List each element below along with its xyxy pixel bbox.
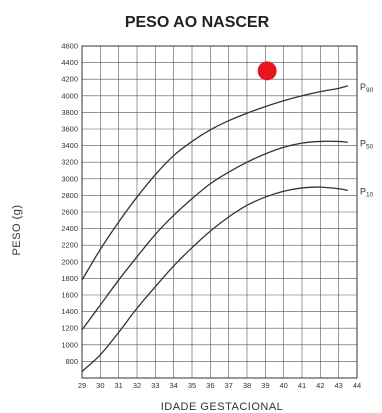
x-tick-label: 35 xyxy=(188,381,196,390)
x-tick-label: 42 xyxy=(316,381,324,390)
y-tick-label: 800 xyxy=(65,357,78,366)
y-tick-label: 2800 xyxy=(61,191,78,200)
x-tick-label: 32 xyxy=(133,381,141,390)
x-tick-label: 44 xyxy=(353,381,361,390)
y-tick-label: 1000 xyxy=(61,340,78,349)
x-tick-label: 36 xyxy=(206,381,214,390)
x-tick-label: 38 xyxy=(243,381,251,390)
curve-p90 xyxy=(81,85,349,281)
x-axis-label: IDADE GESTACIONAL xyxy=(161,401,284,413)
data-marker xyxy=(257,61,277,81)
y-tick-label: 2200 xyxy=(61,241,78,250)
curve-p50 xyxy=(81,140,348,331)
y-tick-label: 3800 xyxy=(61,108,78,117)
percentile-curves xyxy=(81,85,349,372)
y-tick-label: 4600 xyxy=(61,42,78,51)
x-tick-label: 39 xyxy=(261,381,269,390)
x-tick-labels: 29 30 31 32 33 34 35 36 37 38 39 40 41 42 43 44 xyxy=(78,381,361,390)
y-tick-label: 4200 xyxy=(61,75,78,84)
y-tick-label: 2400 xyxy=(61,224,78,233)
y-axis-label: PESO (g) xyxy=(11,204,23,255)
y-tick-label: 3400 xyxy=(61,141,78,150)
plot-frame xyxy=(81,45,358,379)
curve-label-p50: P50 xyxy=(360,138,374,150)
y-tick-label: 2600 xyxy=(61,208,78,217)
y-tick-label: 2000 xyxy=(61,257,78,266)
data-marker-layer xyxy=(257,61,277,81)
y-tick-label: 4400 xyxy=(61,58,78,67)
y-tick-labels: 800 1000 1200 1400 1600 1800 2000 2200 2400 2600 2… xyxy=(61,42,78,366)
curve-label-p90: P90 xyxy=(360,82,374,94)
percentile-labels: P90 P50 P10 xyxy=(360,82,374,199)
x-tick-label: 41 xyxy=(298,381,306,390)
y-tick-label: 4000 xyxy=(61,91,78,100)
y-tick-label: 1400 xyxy=(61,307,78,316)
y-tick-label: 3200 xyxy=(61,158,78,167)
y-tick-label: 3000 xyxy=(61,174,78,183)
x-tick-label: 29 xyxy=(78,381,86,390)
x-tick-label: 34 xyxy=(169,381,177,390)
x-tick-label: 43 xyxy=(334,381,342,390)
chart-title: PESO AO NASCER xyxy=(125,14,270,31)
y-tick-label: 3600 xyxy=(61,125,78,134)
x-tick-label: 31 xyxy=(114,381,122,390)
y-tick-label: 1800 xyxy=(61,274,78,283)
curve-p10 xyxy=(81,186,348,372)
x-tick-label: 33 xyxy=(151,381,159,390)
x-tick-label: 30 xyxy=(96,381,104,390)
curve-label-p10: P10 xyxy=(360,186,374,198)
grid-lines xyxy=(81,45,358,379)
y-tick-label: 1600 xyxy=(61,291,78,300)
y-tick-label: 1200 xyxy=(61,324,78,333)
x-tick-label: 40 xyxy=(279,381,287,390)
x-tick-label: 37 xyxy=(224,381,232,390)
